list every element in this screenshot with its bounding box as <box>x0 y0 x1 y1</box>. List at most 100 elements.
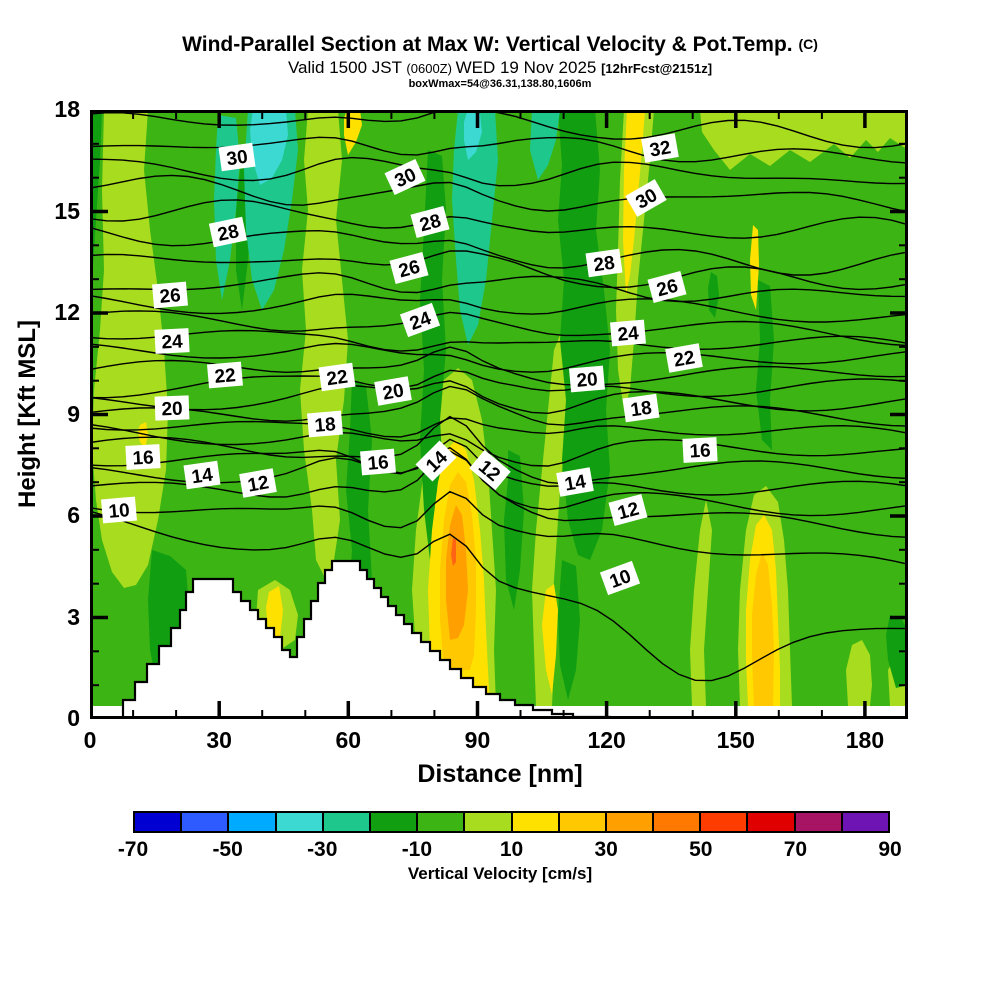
theta-contour-label: 28 <box>208 216 248 248</box>
svg-text:26: 26 <box>159 285 182 308</box>
colorbar-cell <box>842 813 888 831</box>
svg-text:14: 14 <box>563 471 588 495</box>
colorbar-cell <box>323 813 369 831</box>
theta-contour-label: 22 <box>318 362 356 392</box>
theta-contour-label: 16 <box>360 448 396 476</box>
y-tick-label: 0 <box>67 705 80 731</box>
colorbar-cell <box>559 813 605 831</box>
colorbar-cell <box>465 813 511 831</box>
x-tick-label: 0 <box>83 727 97 753</box>
x-tick-label: 150 <box>716 727 755 753</box>
svg-text:28: 28 <box>592 253 616 277</box>
svg-text:22: 22 <box>325 367 349 391</box>
svg-text:18: 18 <box>629 398 653 422</box>
theta-contour-label: 10 <box>101 496 137 524</box>
theta-contour-label: 30 <box>218 142 256 172</box>
theta-contour-label: 24 <box>399 302 441 338</box>
theta-contour-label: 12 <box>608 494 648 526</box>
theta-contour-label: 20 <box>154 395 190 421</box>
y-tick-label: 6 <box>67 502 80 528</box>
valid-utc: (0600Z) <box>406 61 456 76</box>
valid-date: WED 19 Nov 2025 <box>455 58 602 77</box>
svg-text:16: 16 <box>132 447 154 469</box>
forecast-tag: [12hrFcst@2151z] <box>601 61 713 76</box>
theta-contour-label: 20 <box>374 376 412 406</box>
colorbar-cell <box>654 813 700 831</box>
theta-contour-label: 22 <box>207 361 243 389</box>
theta-contour-label: 28 <box>585 248 623 278</box>
x-axis-title: Distance [nm] <box>417 760 583 788</box>
valid-time-line: Valid 1500 JST (0600Z) WED 19 Nov 2025 [… <box>0 58 1000 78</box>
svg-text:12: 12 <box>246 472 270 496</box>
colorbar-tick-label: -30 <box>307 838 338 861</box>
colorbar-tick-label: 30 <box>594 838 618 861</box>
velocity-fill-field <box>90 110 908 706</box>
x-tick-label: 90 <box>464 727 491 753</box>
svg-text:18: 18 <box>314 414 337 437</box>
theta-contour-label: 22 <box>665 343 703 373</box>
title-text: Wind-Parallel Section at Max W: Vertical… <box>182 33 793 56</box>
svg-text:24: 24 <box>161 331 184 353</box>
colorbar-cell <box>135 813 181 831</box>
svg-text:20: 20 <box>381 380 405 404</box>
theta-contour-label: 24 <box>610 319 646 347</box>
page-title: Wind-Parallel Section at Max W: Vertical… <box>0 33 1000 57</box>
colorbar <box>133 811 890 833</box>
svg-text:14: 14 <box>190 465 214 489</box>
terrain-outline <box>121 559 612 719</box>
colorbar-tick-label: 70 <box>783 838 808 861</box>
colorbar-cell <box>370 813 417 831</box>
svg-text:16: 16 <box>689 440 711 462</box>
svg-text:10: 10 <box>108 500 131 523</box>
x-tick-label: 60 <box>335 727 362 753</box>
colorbar-tick-label: 50 <box>689 838 713 861</box>
colorbar-cell <box>606 813 653 831</box>
colorbar-title: Vertical Velocity [cm/s] <box>407 864 593 883</box>
svg-text:22: 22 <box>672 347 696 371</box>
colorbar-tick-label: -70 <box>117 838 149 861</box>
colorbar-cell <box>795 813 841 831</box>
svg-text:30: 30 <box>225 147 249 171</box>
theta-contour-label: 10 <box>599 560 641 596</box>
colorbar-tick-label: 90 <box>878 838 902 861</box>
y-tick-label: 9 <box>67 400 80 427</box>
colorbar-cell <box>418 813 464 831</box>
svg-text:32: 32 <box>648 137 672 161</box>
x-tick-label: 30 <box>206 727 232 753</box>
theta-contour-label: 18 <box>307 410 343 438</box>
y-tick-label: 3 <box>67 603 80 630</box>
y-tick-label: 15 <box>54 197 80 224</box>
colorbar-tick-label: -50 <box>212 838 243 861</box>
theta-contour-label: 24 <box>154 328 190 354</box>
colorbar-cell <box>276 813 322 831</box>
svg-text:16: 16 <box>367 452 390 475</box>
theta-contour-label: 18 <box>622 393 660 423</box>
colorbar-tick-label: -10 <box>401 838 433 861</box>
colorbar-cell <box>512 813 558 831</box>
theta-contour-label: 32 <box>641 133 679 163</box>
colorbar-cell <box>229 813 275 831</box>
svg-text:20: 20 <box>576 369 599 392</box>
theta-contour-label: 12 <box>239 468 277 498</box>
svg-text:28: 28 <box>216 221 241 246</box>
valid-prefix: Valid 1500 JST <box>287 58 407 77</box>
theta-contour-label: 26 <box>152 281 188 309</box>
theta-contour-label: 14 <box>183 460 221 490</box>
theta-contour-label: 14 <box>556 467 594 497</box>
title-units-suffix: (C) <box>798 36 818 52</box>
x-tick-label: 120 <box>587 727 626 753</box>
colorbar-cell <box>748 813 794 831</box>
y-tick-label: 12 <box>54 299 80 325</box>
theta-contour-label: 16 <box>682 437 718 463</box>
colorbar-cell <box>701 813 747 831</box>
colorbar-tick-label: 10 <box>499 838 524 861</box>
terrain-silhouette <box>123 561 610 719</box>
colorbar-cell <box>182 813 228 831</box>
boxwmax-info-line: boxWmax=54@36.31,138.80,1606m <box>408 78 592 90</box>
theta-contour-label: 20 <box>569 365 605 393</box>
theta-contour-label: 16 <box>125 444 161 470</box>
svg-text:24: 24 <box>617 323 640 346</box>
y-tick-label: 18 <box>54 96 80 122</box>
